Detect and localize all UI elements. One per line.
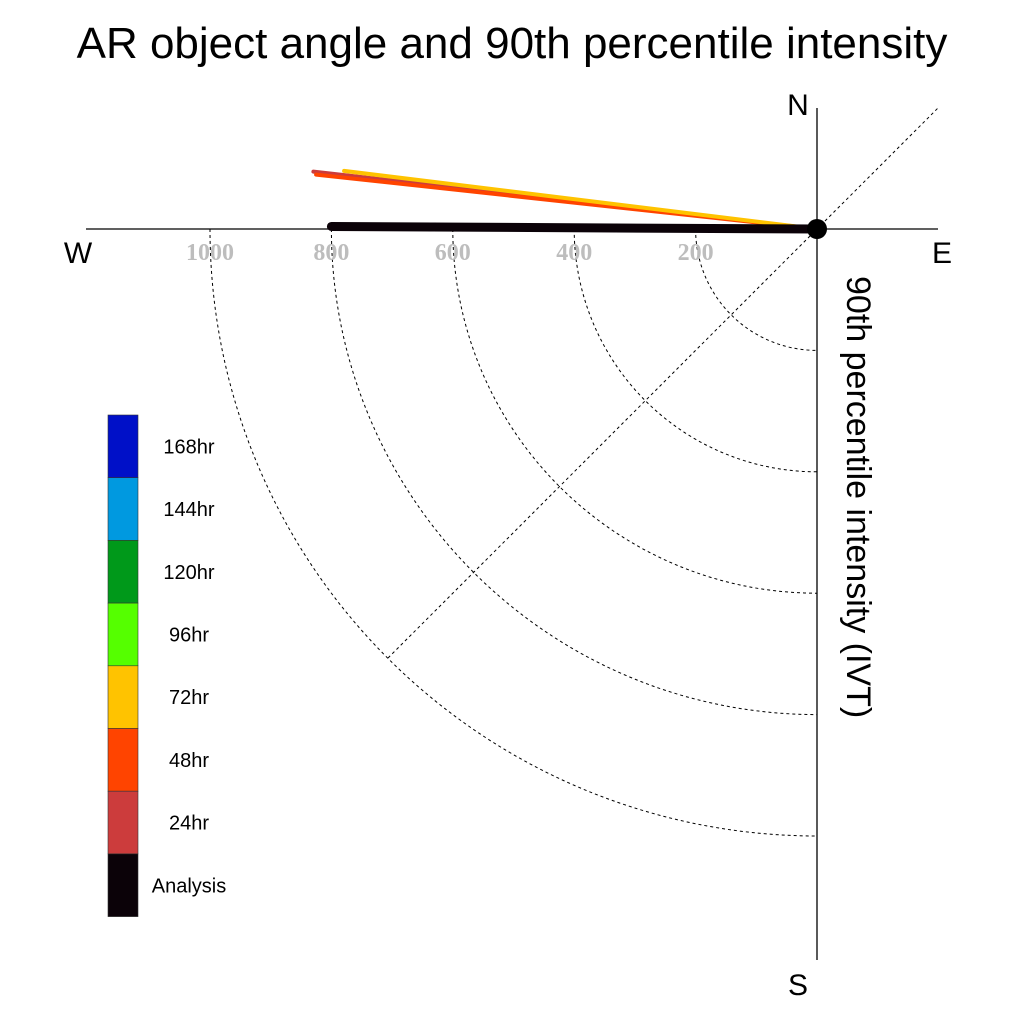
vector-series xyxy=(311,168,822,234)
legend: 168hr 144hr 120hr 96hr 72hr 48hr 24hr Analysis xyxy=(107,414,226,917)
legend-swatch-168hr xyxy=(107,414,139,479)
legend-label-72hr: 72hr xyxy=(169,687,209,709)
legend-swatch-analysis xyxy=(107,853,139,917)
vector-72hr xyxy=(342,168,819,231)
range-arc-400 xyxy=(573,228,818,473)
compass-north: N xyxy=(787,89,809,122)
origin-marker xyxy=(807,219,827,239)
legend-label-168hr: 168hr xyxy=(163,436,214,458)
legend-swatch-72hr xyxy=(107,665,139,729)
range-arc-800 xyxy=(330,228,818,716)
compass-south: S xyxy=(788,969,808,1002)
legend-swatch-96hr xyxy=(107,602,139,667)
legend-label-96hr: 96hr xyxy=(169,625,209,647)
chart-title: AR object angle and 90th percentile inte… xyxy=(77,19,948,68)
polar-grid xyxy=(209,228,818,837)
tick-label-1000: 1000 xyxy=(186,240,234,266)
range-arc-200 xyxy=(695,228,818,351)
tick-label-800: 800 xyxy=(313,240,349,266)
legend-label-analysis: Analysis xyxy=(152,875,226,897)
tick-label-200: 200 xyxy=(678,240,714,266)
legend-swatch-144hr xyxy=(107,477,139,541)
legend-label-48hr: 48hr xyxy=(169,750,209,772)
tick-label-400: 400 xyxy=(556,240,592,266)
diagonal-guide xyxy=(387,107,939,659)
legend-label-120hr: 120hr xyxy=(163,562,214,584)
range-arc-1000 xyxy=(209,228,818,837)
compass-east: E xyxy=(932,237,952,270)
y-axis-label: 90th percentile intensity (IVT) xyxy=(839,276,877,718)
radial-tick-labels: 1000 800 600 400 200 xyxy=(186,240,714,266)
compass-west: W xyxy=(64,237,93,270)
range-arc-600 xyxy=(452,228,818,594)
vector-analysis xyxy=(326,222,822,234)
tick-label-600: 600 xyxy=(435,240,471,266)
legend-label-144hr: 144hr xyxy=(163,499,214,521)
legend-swatch-48hr xyxy=(107,728,139,792)
legend-swatch-120hr xyxy=(107,540,139,604)
legend-swatch-24hr xyxy=(107,790,139,855)
legend-label-24hr: 24hr xyxy=(169,813,209,835)
